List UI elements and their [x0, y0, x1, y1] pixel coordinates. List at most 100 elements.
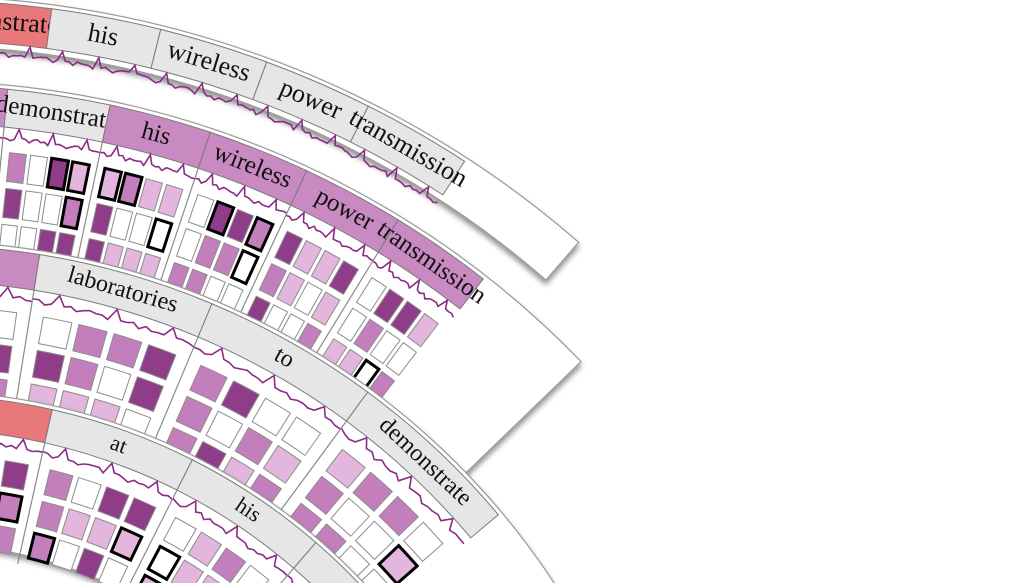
attention-cell [64, 356, 99, 392]
attention-cell [385, 341, 418, 377]
attention-cell [354, 520, 395, 561]
attention-trace [42, 447, 173, 501]
attention-cell [205, 199, 236, 237]
attention-cell [187, 531, 223, 567]
attention-trace [2, 127, 101, 154]
rings-layer: laboratoriestodemonstratehiswirelesspowe… [0, 0, 582, 588]
attention-trace [193, 346, 341, 430]
attention-cell [175, 395, 213, 434]
attention-trace [194, 172, 288, 214]
attention-cell [369, 330, 401, 365]
attention-cell [274, 230, 304, 266]
attention-cell [139, 344, 177, 381]
attention-cell [276, 272, 306, 307]
attention-cell [406, 312, 439, 348]
column-divider [13, 290, 35, 417]
token-segment[interactable] [349, 105, 466, 196]
attention-cell [146, 544, 182, 582]
column-divider [270, 420, 347, 525]
ring-base [0, 0, 580, 281]
attention-cell [402, 521, 444, 563]
attention-cell [90, 202, 114, 236]
attention-cell [325, 448, 366, 489]
attention-cell [59, 195, 84, 231]
attention-cell [310, 249, 341, 285]
token-segment[interactable] [345, 391, 500, 539]
attention-cell [157, 183, 184, 218]
attention-cell [328, 260, 360, 295]
ring-2: laboratoriestodemonstratehiswirelesspowe… [0, 83, 582, 478]
attention-cell [109, 525, 144, 563]
token-segment[interactable] [292, 541, 416, 588]
column-divider [307, 251, 379, 367]
attention-cell [61, 508, 91, 541]
attention-trace [372, 259, 455, 318]
token-label: his [86, 18, 121, 52]
attention-cell [229, 248, 260, 286]
attention-cell [31, 349, 66, 383]
attention-trace [0, 437, 43, 453]
attention-cell [355, 277, 387, 312]
attention-cell [0, 344, 13, 374]
attention-cell [373, 288, 405, 324]
attention-cell [43, 469, 74, 502]
attention-cell [137, 177, 164, 212]
attention-cell [353, 318, 385, 353]
attention-trace [148, 71, 250, 110]
attention-trace [345, 148, 438, 204]
attention-trace [0, 45, 46, 59]
column-divider [233, 204, 292, 327]
ring-1: laboratoriestodemonstratehiswirelesspowe… [0, 0, 580, 281]
attention-cell [21, 190, 43, 223]
attention-cell [189, 364, 228, 403]
attention-cell [187, 193, 215, 229]
attention-cell [45, 156, 71, 192]
attention-cell [162, 516, 197, 552]
attention-cell [293, 281, 323, 316]
attention-cell [262, 444, 302, 484]
ring-4: lightathis? [0, 395, 416, 588]
attention-cell [330, 497, 370, 537]
column-divider [0, 126, 5, 176]
token-label: at [107, 430, 130, 459]
attention-cell [243, 215, 275, 253]
attention-cell [145, 217, 174, 254]
attention-trace [44, 49, 150, 79]
attention-trace [32, 294, 195, 348]
attention-cell [96, 365, 132, 401]
attention-cell [65, 160, 92, 196]
attention-cell [378, 495, 419, 537]
attention-cell [2, 187, 23, 220]
attention-trace [100, 144, 196, 180]
attention-cell [292, 239, 323, 275]
attention-cell [234, 426, 273, 466]
attention-cell [258, 263, 288, 298]
attention-cell [0, 491, 24, 524]
attention-trace [340, 427, 465, 545]
token-segment[interactable] [377, 219, 485, 310]
column-divider [17, 442, 46, 564]
attention-cell [281, 416, 322, 457]
attention-cell [116, 171, 144, 208]
attention-cell [205, 410, 244, 449]
attention-cell [220, 380, 260, 419]
attention-cell [72, 323, 108, 359]
attention-cell [304, 475, 344, 516]
attention-cell [97, 486, 130, 520]
attention-trace [0, 285, 33, 303]
attention-cell [5, 152, 28, 185]
attention-cell [0, 525, 17, 555]
attention-cell [97, 557, 129, 588]
attention-cell [109, 207, 134, 241]
attention-trace [172, 497, 288, 577]
attention-cell [0, 310, 18, 341]
attention-cell [212, 242, 240, 277]
attention-cell [38, 316, 73, 350]
column-divider [73, 142, 103, 274]
attention-trace [248, 104, 347, 153]
attention-trace [285, 210, 374, 262]
attention-cell [336, 307, 368, 342]
attention-cell [194, 234, 222, 269]
